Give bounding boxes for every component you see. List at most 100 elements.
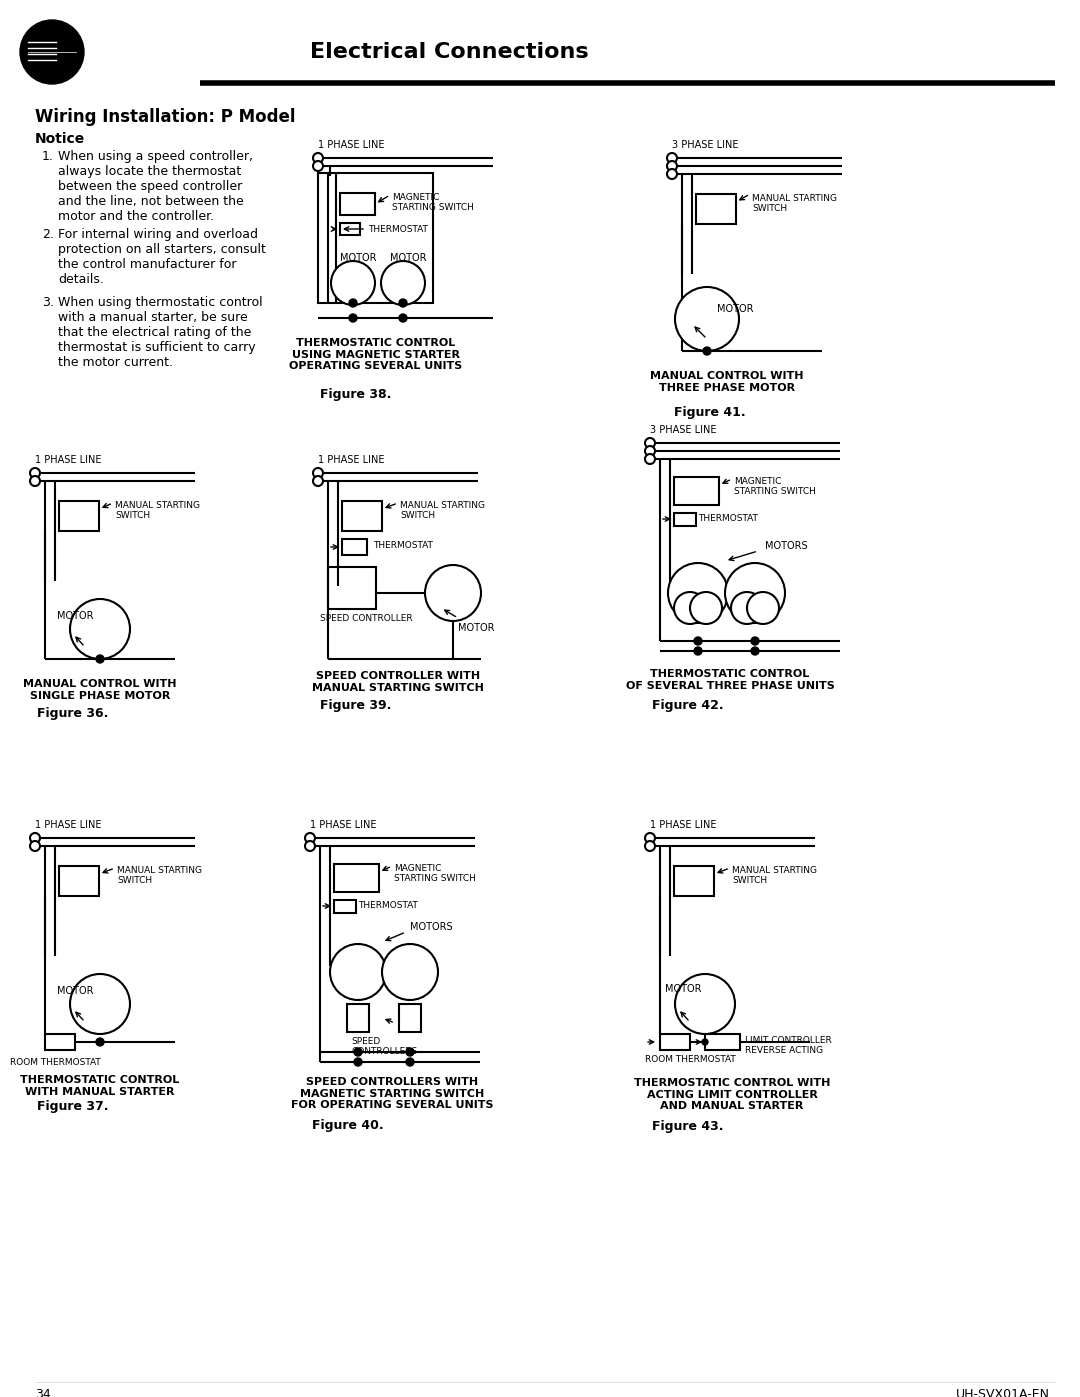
Circle shape <box>313 161 323 170</box>
Circle shape <box>70 599 130 659</box>
Text: MANUAL CONTROL WITH
THREE PHASE MOTOR: MANUAL CONTROL WITH THREE PHASE MOTOR <box>650 372 804 393</box>
Bar <box>347 1004 369 1032</box>
Circle shape <box>399 314 407 321</box>
Text: For internal wiring and overload
protection on all starters, consult
the control: For internal wiring and overload protect… <box>58 228 266 286</box>
Text: THERMOSTATIC CONTROL
USING MAGNETIC STARTER
OPERATING SEVERAL UNITS: THERMOSTATIC CONTROL USING MAGNETIC STAR… <box>289 338 462 372</box>
Circle shape <box>645 454 654 464</box>
Text: When using thermostatic control
with a manual starter, be sure
that the electric: When using thermostatic control with a m… <box>58 296 262 369</box>
Text: ®: ® <box>100 46 108 54</box>
Text: MAGNETIC
STARTING SWITCH: MAGNETIC STARTING SWITCH <box>734 476 815 496</box>
Circle shape <box>70 974 130 1034</box>
Circle shape <box>354 1048 362 1056</box>
Text: MOTOR: MOTOR <box>458 623 495 633</box>
Circle shape <box>690 592 723 624</box>
Circle shape <box>675 286 739 351</box>
Text: 1 PHASE LINE: 1 PHASE LINE <box>318 140 384 149</box>
Text: MAGNETIC
STARTING SWITCH: MAGNETIC STARTING SWITCH <box>394 863 476 883</box>
Text: MANUAL STARTING
SWITCH: MANUAL STARTING SWITCH <box>732 866 816 886</box>
Text: THERMOSTAT: THERMOSTAT <box>373 541 433 550</box>
Circle shape <box>667 161 677 170</box>
Bar <box>705 1034 740 1051</box>
Text: MOTOR: MOTOR <box>390 253 427 263</box>
Circle shape <box>313 154 323 163</box>
Circle shape <box>305 833 315 842</box>
Text: MOTOR: MOTOR <box>717 305 754 314</box>
Text: THERMOSTATIC CONTROL WITH
ACTING LIMIT CONTROLLER
AND MANUAL STARTER: THERMOSTATIC CONTROL WITH ACTING LIMIT C… <box>634 1078 831 1111</box>
Circle shape <box>645 833 654 842</box>
Text: Figure 43.: Figure 43. <box>652 1120 724 1133</box>
Circle shape <box>747 592 779 624</box>
Circle shape <box>96 655 104 664</box>
Text: Figure 37.: Figure 37. <box>37 1099 108 1113</box>
Circle shape <box>751 637 759 645</box>
Circle shape <box>382 944 438 1000</box>
Circle shape <box>30 468 40 478</box>
Circle shape <box>399 299 407 307</box>
Bar <box>674 513 696 527</box>
Text: UH-SVX01A-EN: UH-SVX01A-EN <box>956 1389 1050 1397</box>
Circle shape <box>426 564 481 622</box>
Circle shape <box>645 439 654 448</box>
Text: SPEED CONTROLLERS WITH
MAGNETIC STARTING SWITCH
FOR OPERATING SEVERAL UNITS: SPEED CONTROLLERS WITH MAGNETIC STARTING… <box>291 1077 494 1111</box>
Circle shape <box>330 944 386 1000</box>
Text: MANUAL CONTROL WITH
SINGLE PHASE MOTOR: MANUAL CONTROL WITH SINGLE PHASE MOTOR <box>24 679 177 701</box>
Text: MOTORS: MOTORS <box>765 541 808 550</box>
Circle shape <box>305 841 315 851</box>
Text: MANUAL STARTING
SWITCH: MANUAL STARTING SWITCH <box>117 866 202 886</box>
Circle shape <box>313 476 323 486</box>
Text: MOTOR: MOTOR <box>57 610 94 622</box>
Text: When using a speed controller,
always locate the thermostat
between the speed co: When using a speed controller, always lo… <box>58 149 253 224</box>
Text: THERMOSTAT: THERMOSTAT <box>357 901 418 909</box>
Text: Wiring Installation: P Model: Wiring Installation: P Model <box>35 108 296 126</box>
Circle shape <box>30 841 40 851</box>
Text: THERMOSTATIC CONTROL
OF SEVERAL THREE PHASE UNITS: THERMOSTATIC CONTROL OF SEVERAL THREE PH… <box>625 669 835 690</box>
Text: 34: 34 <box>35 1389 51 1397</box>
Text: LIMIT CONTROLLER
REVERSE ACTING: LIMIT CONTROLLER REVERSE ACTING <box>745 1037 832 1055</box>
Text: 1 PHASE LINE: 1 PHASE LINE <box>35 455 102 465</box>
Text: 1 PHASE LINE: 1 PHASE LINE <box>318 455 384 465</box>
Circle shape <box>313 468 323 478</box>
Text: MOTOR: MOTOR <box>340 253 377 263</box>
Circle shape <box>675 974 735 1034</box>
Circle shape <box>667 154 677 163</box>
Text: SPEED CONTROLLER: SPEED CONTROLLER <box>320 615 413 623</box>
Circle shape <box>667 169 677 179</box>
Bar <box>45 1034 75 1051</box>
Text: SPEED
CONTROLLERS: SPEED CONTROLLERS <box>352 1037 418 1056</box>
Circle shape <box>674 592 706 624</box>
Bar <box>318 173 433 303</box>
Circle shape <box>645 446 654 455</box>
Text: Figure 42.: Figure 42. <box>652 698 724 712</box>
Circle shape <box>751 647 759 655</box>
Bar <box>660 1034 690 1051</box>
Bar <box>674 476 719 504</box>
Text: ROOM THERMOSTAT: ROOM THERMOSTAT <box>10 1058 100 1067</box>
Text: MANUAL STARTING
SWITCH: MANUAL STARTING SWITCH <box>752 194 837 214</box>
Text: 3 PHASE LINE: 3 PHASE LINE <box>672 140 739 149</box>
Bar <box>696 194 735 224</box>
Bar <box>334 863 379 893</box>
Circle shape <box>21 20 84 84</box>
Text: 3.: 3. <box>42 296 54 309</box>
Text: TRANE: TRANE <box>58 47 105 61</box>
Text: 1 PHASE LINE: 1 PHASE LINE <box>310 820 377 830</box>
Bar <box>399 1004 421 1032</box>
Bar <box>674 866 714 895</box>
Circle shape <box>702 1039 708 1045</box>
Text: ROOM THERMOSTAT: ROOM THERMOSTAT <box>645 1055 735 1065</box>
Circle shape <box>703 346 711 355</box>
Circle shape <box>330 261 375 305</box>
Text: Electrical Connections: Electrical Connections <box>310 42 589 61</box>
Text: MOTORS: MOTORS <box>410 922 453 932</box>
Text: MOTOR: MOTOR <box>57 986 94 996</box>
Text: THERMOSTAT: THERMOSTAT <box>368 225 428 235</box>
Bar <box>334 900 356 914</box>
Bar <box>59 866 99 895</box>
Bar <box>342 502 382 531</box>
Bar <box>59 502 99 531</box>
Text: Notice: Notice <box>35 131 85 147</box>
Circle shape <box>406 1058 414 1066</box>
Bar <box>340 224 360 235</box>
Text: Figure 36.: Figure 36. <box>37 707 108 719</box>
Text: MAGNETIC
STARTING SWITCH: MAGNETIC STARTING SWITCH <box>392 193 474 212</box>
